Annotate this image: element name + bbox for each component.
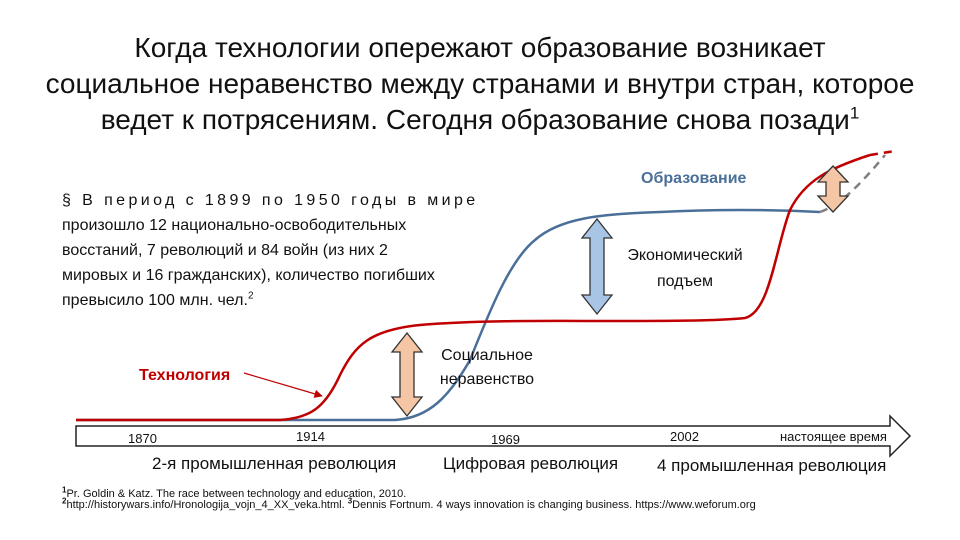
technology-forecast-curve xyxy=(869,149,896,157)
economic-boom-line-1: Экономический xyxy=(627,247,743,264)
title-line-3-text: ведет к потрясениям. Сегодня образование… xyxy=(100,104,850,135)
timeline-arrow xyxy=(75,414,912,458)
social-inequality-line-1: Социальное xyxy=(441,347,533,364)
technology-label: Технология xyxy=(139,367,231,384)
social-inequality-line-2: неравенство xyxy=(439,371,535,388)
economic-gap-arrow xyxy=(580,217,614,316)
note-line-5: превысило 100 млн. чел.2 xyxy=(62,288,502,313)
note-line-3: восстаний, 7 революций и 84 войн (из них… xyxy=(62,242,388,259)
footnote-2-link[interactable]: http://historywars.info/Hronologija_vojn… xyxy=(66,499,345,511)
year-1870: 1870 xyxy=(128,431,157,446)
education-label: Образование xyxy=(641,170,747,187)
education-forecast-curve xyxy=(819,154,886,214)
note-bullet: § xyxy=(62,192,75,209)
inequality-gap-arrow xyxy=(390,331,424,418)
note-line-5-text: превысило 100 млн. чел. xyxy=(62,292,248,309)
note-line-4: мировых и 16 гражданских), количество по… xyxy=(62,267,435,284)
year-2002: 2002 xyxy=(670,429,699,444)
footnote-1-text: Pr. Goldin & Katz. The race between tech… xyxy=(66,488,407,500)
title-line-3: ведет к потрясениям. Сегодня образование… xyxy=(20,102,940,138)
current-gap-arrow xyxy=(816,165,850,213)
title-line-1: Когда технологии опережают образование в… xyxy=(134,32,826,63)
history-note: § В период с 1899 по 1950 годы в мире пр… xyxy=(62,188,502,313)
title-line-2: социальное неравенство между странами и … xyxy=(45,68,915,99)
year-present: настоящее время xyxy=(780,429,887,444)
economic-boom-label: Экономический подъем xyxy=(610,245,760,293)
slide-title: Когда технологии опережают образование в… xyxy=(20,30,940,138)
note-line-1-text: В период с 1899 по 1950 годы в мире xyxy=(82,192,479,209)
note-line-1: § В период с 1899 по 1950 годы в мире xyxy=(62,188,502,213)
technology-label-pointer xyxy=(243,372,323,398)
era-fourth-industrial: 4 промышленная революция xyxy=(657,456,887,475)
economic-boom-line-2: подъем xyxy=(656,273,714,290)
footnote-3-text: Dennis Fortnum. 4 ways innovation is cha… xyxy=(352,499,756,511)
era-second-industrial: 2-я промышленная революция xyxy=(152,454,397,473)
technology-curve xyxy=(76,153,871,422)
footnote-1-number: 1 xyxy=(62,485,67,495)
year-1969: 1969 xyxy=(491,432,520,447)
title-footnote-ref: 1 xyxy=(849,103,860,123)
education-curve xyxy=(76,208,821,422)
era-digital: Цифровая революция xyxy=(443,454,619,473)
footnote-1: 1Pr. Goldin & Katz. The race between tec… xyxy=(62,485,407,500)
note-footnote-ref: 2 xyxy=(247,290,254,302)
note-line-2: произошло 12 национально-освободительных xyxy=(62,217,407,234)
social-inequality-label: Социальное неравенство xyxy=(417,345,557,391)
footnote-2-3: 2http://historywars.info/Hronologija_voj… xyxy=(62,496,756,511)
footnote-2-number: 2 xyxy=(62,496,67,506)
footnote-3-number: 3 xyxy=(347,496,353,506)
year-1914: 1914 xyxy=(296,429,325,444)
